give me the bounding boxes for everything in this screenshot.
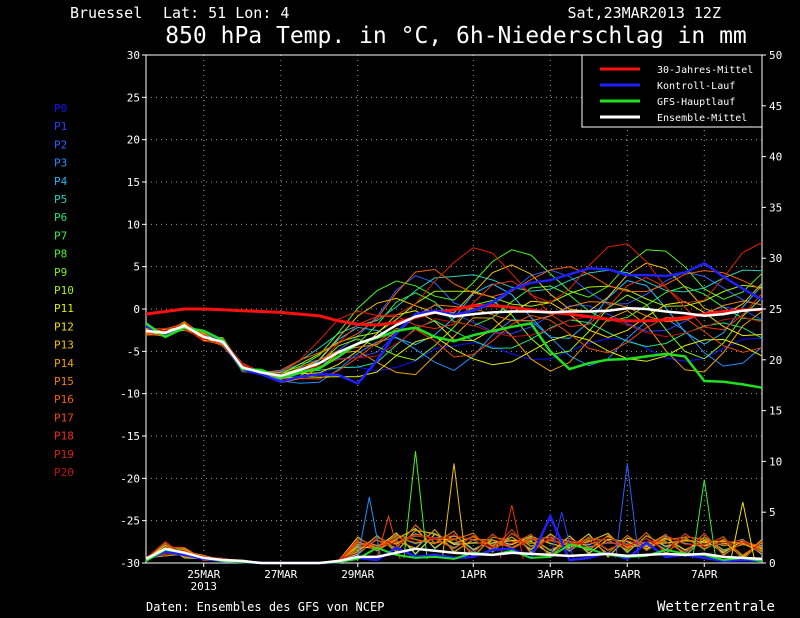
run-label: Sat,23MAR2013 12Z [567, 4, 721, 22]
member-temp-line [145, 316, 763, 378]
member-label: P4 [54, 175, 68, 188]
clim-mean-line [145, 304, 762, 327]
precip-peak-line [403, 451, 428, 559]
member-legend: P0 P1 P2 P3 P4 P5 P6 P7 P8 P9 P10 P11 P12 P13 P14 P15 P1… [54, 102, 74, 479]
member-label: P11 [54, 302, 74, 315]
member-label: P5 [54, 193, 67, 206]
ensemble-mean-precip-line [145, 547, 763, 565]
y-tick-label-right: 10 [769, 455, 782, 468]
y-tick-label-left: -30 [120, 557, 140, 570]
y-tick-label-left: -5 [127, 345, 140, 358]
y-tick-label-right: 0 [769, 557, 776, 570]
member-label: P16 [54, 393, 74, 406]
legend-box: 30-Jahres-Mittel Kontroll-Lauf GFS-Hauptla… [581, 54, 763, 128]
y-tick-label-left: -10 [120, 388, 140, 401]
member-label: P19 [54, 448, 74, 461]
precip-peak-line [499, 504, 524, 560]
y-tick-label-left: -15 [120, 430, 140, 443]
member-temp-line [145, 242, 763, 375]
y-tick-label-left: 5 [133, 261, 140, 274]
member-label: P14 [54, 357, 74, 370]
member-label: P10 [54, 284, 74, 297]
control-run-line [145, 261, 763, 386]
y-tick-label-right: 35 [769, 201, 782, 214]
y-tick-label-left: 10 [127, 218, 140, 231]
y-tick-label-right: 20 [769, 354, 782, 367]
main-series-lines [145, 261, 763, 565]
x-tick-label: 7APR [691, 568, 718, 581]
y-tick-label-right: 40 [769, 151, 782, 164]
precip-peak-line [376, 514, 401, 560]
y-tick-label-right: 15 [769, 405, 782, 418]
x-tick-label: 3APR [537, 568, 564, 581]
member-label: P3 [54, 157, 67, 170]
member-label: P12 [54, 320, 74, 333]
member-label: P9 [54, 266, 67, 279]
member-label: P17 [54, 411, 74, 424]
latlon-label: Lat: 51 Lon: 4 [163, 4, 289, 22]
y-tick-label-left: 25 [127, 91, 140, 104]
member-temp-line [145, 294, 763, 382]
member-label: P2 [54, 138, 67, 151]
y-tick-label-left: 20 [127, 134, 140, 147]
y-tick-label-right: 5 [769, 506, 776, 519]
y-tick-label-right: 45 [769, 100, 782, 113]
brand-label: Wetterzentrale [657, 599, 775, 615]
x-tick-label: 25MAR [187, 568, 220, 581]
y-tick-label-left: -20 [120, 472, 140, 485]
y-tick-label-right: 50 [769, 49, 782, 62]
y-tick-label-left: 30 [127, 49, 140, 62]
precip-peak-line [692, 479, 717, 559]
member-label: P0 [54, 102, 67, 115]
x-tick-label: 29MAR [341, 568, 374, 581]
y-axis-left-temperature: -30 -25 -20 -15 -10 -5 0 5 10 15 20 25 30 [120, 49, 146, 570]
y-tick-label-right: 30 [769, 252, 782, 265]
legend-label-ens_mean: Ensemble-Mittel [657, 113, 747, 124]
ensemble-member-precipitation-lines [145, 451, 763, 564]
x-tick-label: 5APR [614, 568, 641, 581]
location-label: Bruessel [70, 4, 142, 22]
member-label: P18 [54, 430, 74, 443]
y-tick-label-left: -25 [120, 515, 140, 528]
legend-label-control: Kontroll-Lauf [657, 81, 735, 92]
member-label: P6 [54, 211, 67, 224]
member-label: P7 [54, 229, 67, 242]
member-label: P8 [54, 248, 67, 261]
precip-peak-line [730, 501, 755, 559]
member-label: P15 [54, 375, 74, 388]
legend-label-clim: 30-Jahres-Mittel [657, 65, 753, 76]
chart-title: 850 hPa Temp. in °C, 6h-Niederschlag in … [165, 23, 747, 49]
precip-peak-line [357, 496, 382, 559]
precip-peak-line [615, 463, 640, 559]
precip-peak-line [441, 463, 467, 559]
precip-peak-line [549, 512, 574, 560]
member-label: P1 [54, 120, 67, 133]
member-label: P20 [54, 466, 74, 479]
x-tick-sublabel: 2013 [191, 580, 218, 593]
y-axis-right-precipitation: 0 5 10 15 20 25 30 35 40 45 50 [762, 49, 782, 570]
member-temp-line [145, 314, 763, 380]
x-tick-label: 1APR [460, 568, 487, 581]
y-tick-label-right: 25 [769, 303, 782, 316]
data-source: Daten: Ensembles des GFS von NCEP [146, 600, 384, 614]
member-label: P13 [54, 339, 74, 352]
y-tick-label-left: 15 [127, 176, 140, 189]
legend-label-gfs: GFS-Hauptlauf [657, 97, 735, 108]
x-tick-label: 27MAR [264, 568, 297, 581]
ensemble-mean-line [145, 306, 763, 378]
y-tick-label-left: 0 [133, 303, 140, 316]
